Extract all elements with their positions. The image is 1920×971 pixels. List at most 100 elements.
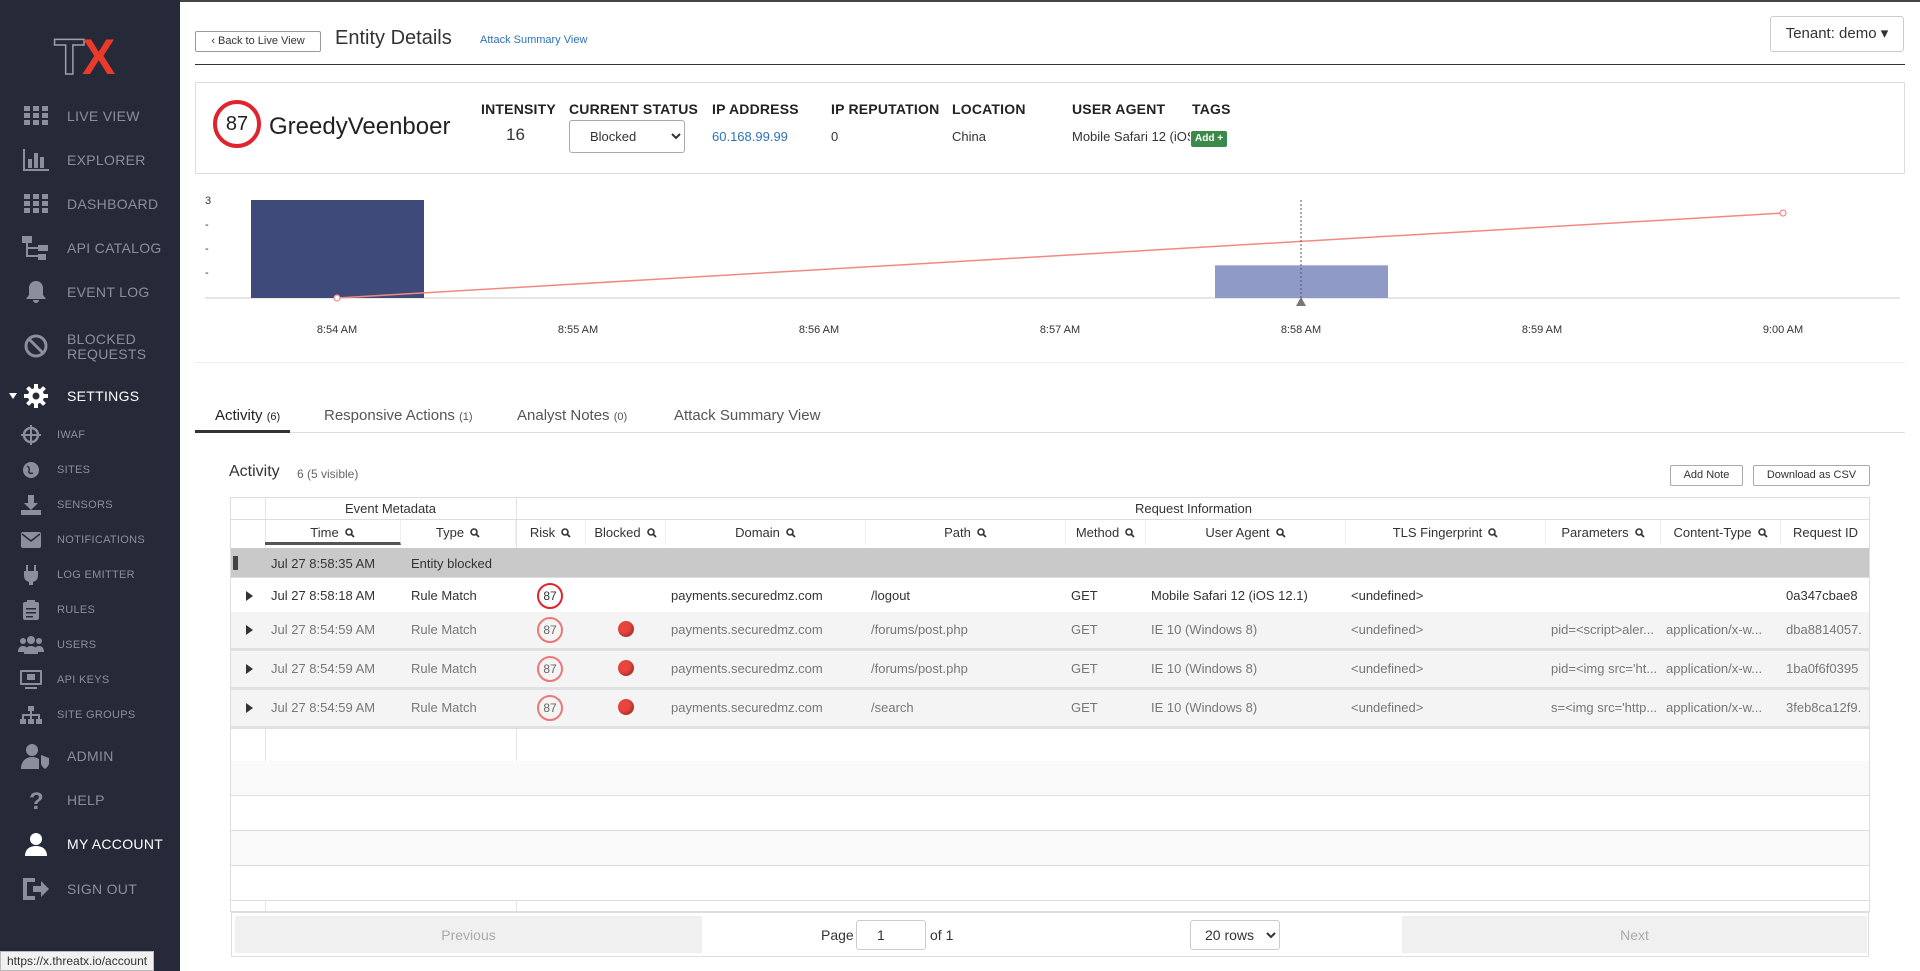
user-agent-label: USER AGENT [1072,101,1166,117]
col-header-parameters[interactable]: Parameters [1546,520,1661,545]
attack-summary-link[interactable]: Attack Summary View [480,34,588,46]
cell-time: Jul 27 8:54:59 AM [271,622,376,637]
nav-label: USERS [57,638,97,651]
add-tag-button[interactable]: Add + [1191,131,1228,147]
search-icon[interactable] [344,521,355,546]
tab-responsive-actions[interactable]: Responsive Actions (1) [324,407,473,424]
search-icon[interactable] [1488,521,1498,546]
group-time: Jul 27 8:58:35 AM [271,556,376,571]
blocked-indicator-icon [618,699,634,715]
expand-row-icon[interactable] [246,703,253,713]
download-icon [18,492,44,518]
ip-label: IP ADDRESS [712,101,799,117]
rows-per-page-select[interactable]: 20 rows [1190,920,1280,950]
sitemap-icon [18,702,44,728]
page-number-input[interactable] [856,920,926,950]
nav-label: API KEYS [57,673,110,686]
col-label: Method [1075,525,1120,540]
table-row[interactable]: Jul 27 8:54:59 AM Rule Match 87 payments.se… [231,651,1869,690]
search-icon[interactable] [786,521,796,546]
nav-label: DASHBOARD [67,195,159,212]
nav-label: IWAF [57,428,86,441]
envelope-icon [18,527,44,553]
x-tick-label: 8:57 AM [1040,324,1080,336]
sidebar: T X LIVE VIEW EXPLORER DASHBOARD API CAT… [0,0,180,971]
col-label: Type [435,525,465,540]
col-header-tls-fingerprint[interactable]: TLS Fingerprint [1346,520,1546,545]
cell-parameters: pid=<img src='ht... [1551,661,1658,676]
tab-activity[interactable]: Activity (6) [215,407,280,424]
back-label: Back to Live View [218,35,305,47]
col-label: Request ID [1793,525,1859,540]
search-icon[interactable] [646,521,657,546]
col-header-risk[interactable]: Risk [516,520,586,545]
question-icon: ? [20,784,52,816]
col-header-user-agent[interactable]: User Agent [1146,520,1346,545]
table-row[interactable]: Jul 27 8:54:59 AM Rule Match 87 payments.se… [231,612,1869,651]
col-header-content-type[interactable]: Content-Type [1661,520,1781,545]
x-tick-label: 8:55 AM [558,324,598,336]
expand-row-icon[interactable] [246,591,253,601]
x-tick-label: 8:56 AM [799,324,839,336]
cell-request-id: 0a347cbae8 [1786,588,1858,603]
threatx-logo[interactable]: T X [52,28,132,86]
previous-page-button[interactable]: Previous [235,916,702,953]
x-tick-label: 9:00 AM [1763,324,1803,336]
api-tree-icon [20,232,52,264]
table-row[interactable]: Jul 27 8:58:18 AM Rule Match 87 payments.se… [231,578,1869,615]
location-label: LOCATION [952,101,1026,117]
x-tick-label: 8:58 AM [1281,324,1321,336]
tab-attack-summary[interactable]: Attack Summary View [674,407,820,424]
svg-text:X: X [82,30,115,80]
chart-divider [195,362,1905,363]
col-header-request-id[interactable]: Request ID [1781,520,1869,545]
nav-label: EXPLORER [67,151,146,168]
empty-row [231,831,1869,866]
tenant-dropdown[interactable]: Tenant: demo ▾ [1770,16,1904,52]
ip-reputation-value: 0 [831,129,839,144]
search-icon[interactable] [977,521,987,546]
cell-time: Jul 27 8:58:18 AM [271,588,376,603]
search-icon[interactable] [1275,521,1286,546]
cell-method: GET [1071,588,1098,603]
col-header-type[interactable]: Type [401,520,516,545]
search-icon[interactable] [1757,521,1768,546]
col-header-blocked[interactable]: Blocked [586,520,666,545]
ip-address-link[interactable]: 60.168.99.99 [712,129,788,144]
col-header-path[interactable]: Path [866,520,1066,545]
search-icon[interactable] [561,521,571,546]
group-marker [233,556,238,570]
cell-user-agent: IE 10 (Windows 8) [1151,622,1258,637]
back-to-live-view-button[interactable]: ‹ Back to Live View [195,31,321,52]
expand-row-icon[interactable] [246,664,253,674]
search-icon[interactable] [1634,521,1645,546]
detail-tabs: Activity (6) Responsive Actions (1) Anal… [195,395,1905,433]
cell-type: Rule Match [411,622,477,637]
group-row-entity-blocked[interactable]: Jul 27 8:58:35 AM Entity blocked [231,548,1869,578]
col-header-time[interactable]: Time [265,520,401,545]
tab-count: (1) [459,411,473,423]
y-tick-label: 3 [205,195,211,207]
risk-trend-line [336,212,1784,299]
cell-content-type: application/x-w... [1666,661,1763,676]
table-row[interactable]: Jul 27 8:54:59 AM Rule Match 87 payments.se… [231,690,1869,729]
col-header-method[interactable]: Method [1066,520,1146,545]
tab-label: Attack Summary View [674,407,821,424]
search-icon[interactable] [1125,521,1135,546]
next-page-button[interactable]: Next [1402,916,1867,953]
cell-type: Rule Match [411,700,477,715]
tab-analyst-notes[interactable]: Analyst Notes (0) [517,407,627,424]
bell-icon [20,276,52,308]
expand-row-icon[interactable] [246,625,253,635]
download-csv-button[interactable]: Download as CSV [1753,465,1870,486]
search-icon[interactable] [470,521,480,546]
status-select[interactable]: Blocked [569,120,685,153]
time-marker-handle [1296,297,1306,306]
nav-label: RULES [57,603,96,616]
user-icon [20,828,52,860]
nav-label: SITE GROUPS [57,708,136,721]
admin-icon [20,740,52,772]
nav-label: HELP [67,791,105,808]
col-header-domain[interactable]: Domain [666,520,866,545]
add-note-button[interactable]: Add Note [1670,465,1743,486]
